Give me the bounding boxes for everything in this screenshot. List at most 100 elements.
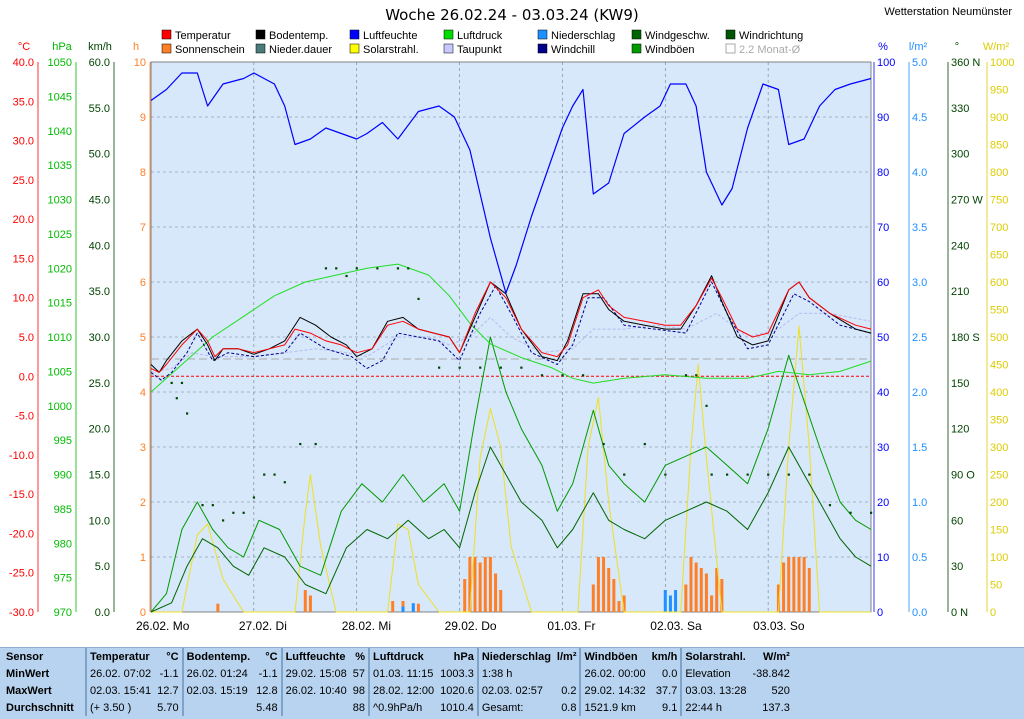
sunshine-tick-label: 4 (140, 387, 146, 399)
rain-tick-label: 2.5 (912, 332, 927, 344)
pressure-tick-label: 1045 (48, 91, 72, 103)
temperature-tick-label: 0.0 (19, 371, 34, 383)
sunshine-bar (689, 557, 693, 612)
legend-swatch (255, 29, 266, 40)
legend-label: Taupunkt (457, 44, 502, 56)
pressure-tick-label: 1050 (48, 57, 72, 69)
wind-direction-dot (643, 442, 646, 446)
direction-tick-label: 240 (951, 240, 969, 252)
temperature-tick-label: -30.0 (9, 607, 34, 619)
sunshine-bar (468, 557, 472, 612)
solar-tick-label: 800 (990, 167, 1008, 179)
solar-tick-label: 450 (990, 360, 1008, 372)
sunshine-bar (473, 557, 477, 612)
solar-tick-label: 200 (990, 497, 1008, 509)
station-name: Wetterstation Neumünster (884, 6, 1012, 18)
stats-row-max: MaxWert 02.03. 15:41 12.7 02.03. 15:19 12.… (0, 682, 793, 699)
legend-swatch (725, 43, 736, 54)
sunshine-bar (591, 584, 595, 612)
wind-tick-label: 5.0 (95, 561, 110, 573)
solar-tick-label: 600 (990, 277, 1008, 289)
legend-swatch (255, 43, 266, 54)
sunshine-bar (776, 584, 780, 612)
legend-swatch (161, 29, 172, 40)
rain-bar (663, 590, 667, 612)
wind-direction-dot (602, 442, 605, 446)
solar-tick-label: 700 (990, 222, 1008, 234)
sunshine-bar (807, 568, 811, 612)
wind-direction-dot (623, 473, 626, 476)
wind-tick-label: 55.0 (89, 103, 110, 115)
wind-direction-dot (438, 366, 441, 369)
temperature-tick-label: 15.0 (13, 253, 34, 265)
rain-tick-label: 2.0 (912, 387, 927, 399)
legend-swatch (349, 29, 360, 40)
temperature-unit-label: °C (18, 41, 30, 53)
sunshine-tick-label: 9 (140, 112, 146, 124)
wind-speed-line (150, 446, 872, 613)
stats-row-avg: Durchschnitt (+ 3.50 ) 5.70 5.48 88 ^0.9h… (0, 699, 793, 716)
sunshine-bar (308, 595, 312, 612)
stats-col-unit: l/m² (556, 650, 577, 663)
solar-tick-label: 550 (990, 305, 1008, 317)
solar-tick-label: 850 (990, 140, 1008, 152)
direction-tick-label: 0 N (951, 607, 968, 619)
sunshine-bar (602, 557, 606, 612)
rain-tick-label: 1.0 (912, 497, 927, 509)
sunshine-bar (612, 579, 616, 612)
humidity-line (150, 72, 872, 294)
solar-tick-label: 950 (990, 85, 1008, 97)
solar-tick-label: 1000 (990, 57, 1014, 69)
pressure-tick-label: 1020 (48, 263, 72, 275)
legend-swatch (631, 43, 642, 54)
sunshine-bar (391, 601, 395, 612)
wind-direction-dot (417, 297, 420, 301)
pressure-tick-label: 1035 (48, 160, 72, 172)
sunshine-bar (684, 584, 688, 612)
wind-direction-dot (232, 511, 235, 514)
humidity-tick-label: 40 (877, 387, 889, 399)
direction-tick-label: 90 O (951, 470, 975, 482)
wind-direction-dot (664, 473, 667, 476)
legend-label: Windgeschw. (645, 30, 710, 42)
legend-swatch (349, 43, 360, 54)
direction-tick-label: 30 (951, 561, 963, 573)
legend-label: Sonnenschein (175, 44, 245, 56)
pressure-tick-label: 995 (54, 435, 72, 447)
legend-swatch (443, 29, 454, 40)
sunshine-bar (416, 603, 420, 612)
humidity-unit-label: % (878, 41, 888, 53)
sunshine-bar (715, 568, 719, 612)
humidity-tick-label: 70 (877, 222, 889, 234)
sunshine-unit-label: h (133, 41, 139, 53)
rain-tick-label: 5.0 (912, 57, 927, 69)
legend-label: Windrichtung (739, 30, 803, 42)
wind-direction-dot (520, 366, 523, 369)
sunshine-bar (694, 562, 698, 612)
solar-tick-label: 500 (990, 332, 1008, 344)
x-tick-label: 27.02. Di (239, 619, 287, 633)
wind-direction-dot (684, 374, 688, 377)
chart-marks (150, 72, 873, 613)
pressure-tick-label: 985 (54, 504, 72, 516)
wind-gusts-line (150, 336, 872, 613)
wind-tick-label: 35.0 (89, 286, 110, 298)
wind-direction-dot (767, 473, 770, 476)
wind-tick-label: 40.0 (89, 240, 110, 252)
temperature-tick-label: 5.0 (19, 332, 34, 344)
sunshine-tick-label: 7 (140, 222, 146, 234)
wind-direction-dot (499, 366, 502, 369)
chart-title: Woche 26.02.24 - 03.03.24 (KW9) (385, 6, 639, 24)
pressure-line (150, 263, 872, 393)
rain-tick-label: 4.5 (912, 112, 927, 124)
wind-direction-dot (252, 496, 256, 499)
wind-direction-dot (726, 473, 729, 476)
solar-tick-label: 300 (990, 442, 1008, 454)
wind-direction-dot (186, 412, 189, 415)
wind-direction-dot (561, 374, 564, 377)
wind-direction-dot (201, 504, 204, 507)
temperature-tick-label: -5.0 (15, 411, 34, 423)
stats-col-unit: % (355, 650, 365, 663)
direction-tick-label: 60 (951, 515, 963, 527)
stats-col-unit: W/m² (762, 650, 790, 663)
